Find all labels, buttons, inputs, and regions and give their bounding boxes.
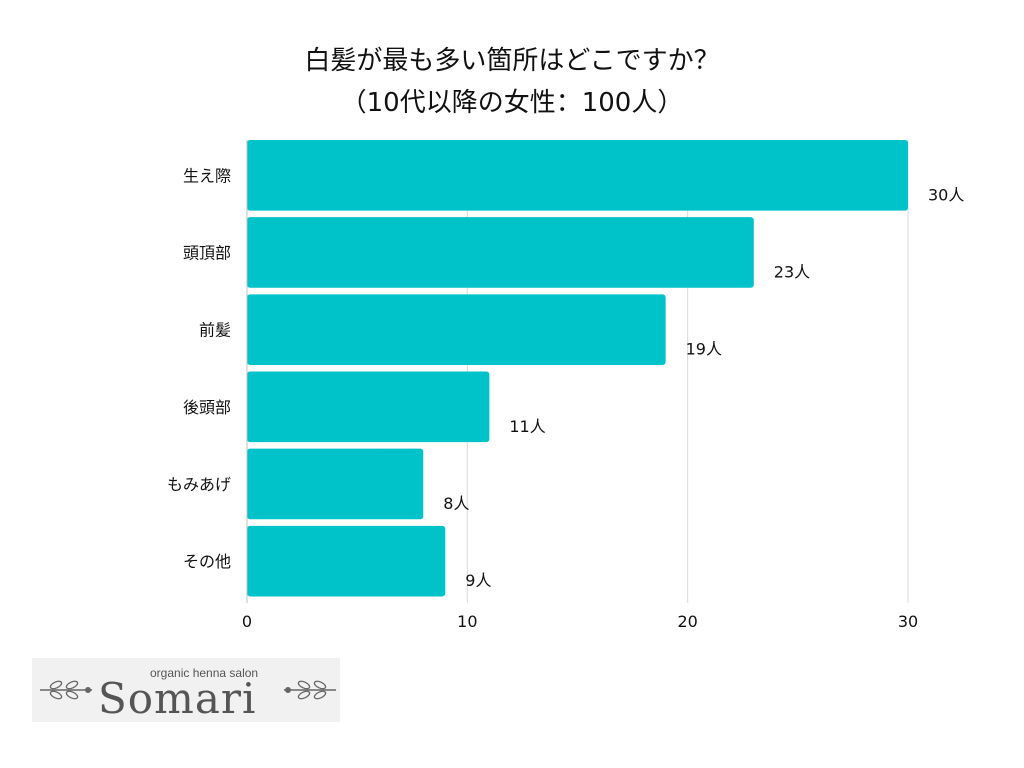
data-label: 23人 [774,262,810,281]
leaf-ornament-right-icon [284,680,336,700]
x-tick-label: 20 [677,612,697,631]
category-label: 前髪 [199,321,231,340]
category-label: もみあげ [167,475,231,494]
data-label: 30人 [928,185,964,204]
category-label: 生え際 [183,166,231,185]
data-label: 9人 [465,571,491,590]
leaf-ornament-left-icon [40,680,92,700]
category-label: その他 [183,552,231,571]
bar [247,371,490,443]
brand-logo: organic henna salon Somari [32,658,340,723]
category-label: 後頭部 [183,398,231,417]
logo-tagline: organic henna salon [150,666,259,680]
bar [247,525,446,597]
x-tick-label: 10 [457,612,477,631]
x-tick-label: 30 [898,612,918,631]
data-label: 8人 [443,494,469,513]
bar [247,294,666,365]
chart-subtitle: （10代以降の女性：100人） [340,88,684,118]
bar [247,217,754,288]
data-label: 19人 [686,340,722,359]
bar [247,448,424,520]
data-label: 11人 [509,417,545,436]
logo-name: Somari [98,674,257,723]
x-tick-label: 0 [242,612,252,631]
chart-title: 白髪が最も多い箇所はどこですか？ [304,46,720,76]
bar [247,140,908,211]
category-label: 頭頂部 [183,243,231,262]
